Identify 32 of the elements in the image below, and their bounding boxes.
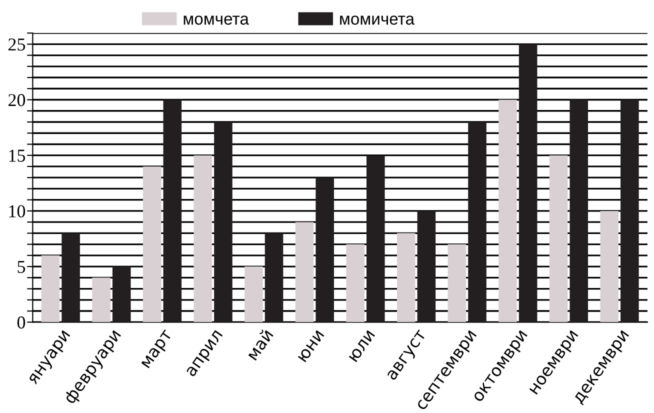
bar: [244, 266, 263, 322]
y-tick-label: 5: [18, 260, 26, 273]
y-tick-label: 10: [9, 205, 26, 218]
legend-label: момчета: [184, 16, 249, 25]
bar: [295, 222, 314, 322]
bar: [620, 100, 639, 322]
bar: [92, 278, 110, 322]
bar: [448, 244, 466, 322]
y-tick-label: 0: [17, 316, 26, 329]
y-tick-label: 15: [9, 150, 26, 162]
bar: [346, 244, 364, 322]
bar: [112, 266, 131, 322]
bar: [41, 255, 60, 322]
bar: [194, 155, 212, 322]
bar: [142, 166, 162, 322]
y-tick-label: 20: [8, 94, 26, 106]
bar: [214, 122, 232, 322]
bar: [498, 100, 517, 322]
bar: [264, 233, 284, 322]
bar: [396, 233, 416, 322]
y-tick-label: 25: [8, 38, 26, 51]
bar: [468, 122, 486, 322]
bar: [600, 210, 618, 322]
bar: [163, 100, 182, 322]
bar: [518, 44, 538, 322]
bar: [62, 233, 80, 322]
bar: [316, 178, 334, 322]
bar: [417, 210, 436, 322]
bar: [570, 100, 588, 322]
bar: [366, 155, 385, 322]
legend-label: момичета: [340, 16, 415, 25]
bar: [549, 155, 568, 322]
